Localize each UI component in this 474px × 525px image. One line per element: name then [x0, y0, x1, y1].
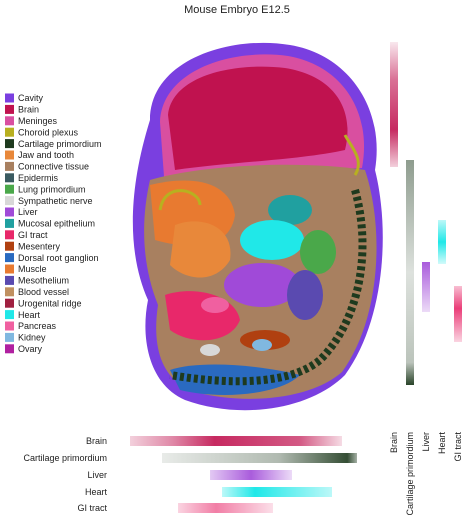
vertical-strips — [390, 42, 462, 385]
legend-label: Cartilage primordium — [18, 139, 102, 149]
legend-swatch — [5, 150, 14, 160]
legend-swatch — [5, 104, 14, 114]
legend-swatch — [5, 127, 14, 137]
legend-label: Sympathetic nerve — [18, 196, 93, 206]
legend-swatch — [5, 196, 14, 206]
legend-swatch — [5, 161, 14, 171]
legend-label: Cavity — [18, 93, 44, 103]
legend-swatch — [5, 207, 14, 217]
legend-swatch — [5, 344, 14, 354]
legend-swatch — [5, 116, 14, 126]
legend-swatch — [5, 275, 14, 285]
legend-label: Choroid plexus — [18, 127, 79, 137]
vertical-label: Brain — [389, 432, 399, 453]
legend-label: Connective tissue — [18, 162, 89, 172]
horizontal-label: Brain — [86, 436, 107, 446]
legend-label: Mesothelium — [18, 276, 69, 286]
legend-label: Heart — [18, 310, 41, 320]
legend-label: Meninges — [18, 116, 58, 126]
horizontal-strips — [130, 436, 357, 513]
legend-swatch — [5, 310, 14, 320]
vertical-labels: Brain Cartilage primordium Liver Heart GI tr… — [389, 432, 463, 516]
legend-swatch — [5, 241, 14, 251]
legend-label: Blood vessel — [18, 287, 69, 297]
vertical-label: GI tract — [453, 432, 463, 462]
legend-label: Kidney — [18, 333, 46, 343]
legend-label: Brain — [18, 105, 39, 115]
legend-swatch — [5, 264, 14, 274]
legend-label: Liver — [18, 207, 38, 217]
legend-swatch — [5, 93, 14, 103]
legend-label: Mucosal epithelium — [18, 219, 95, 229]
legend-swatch — [5, 332, 14, 342]
horizontal-label: Heart — [85, 487, 108, 497]
horizontal-label: Liver — [87, 470, 107, 480]
legend-swatch — [5, 287, 14, 297]
legend-label: Epidermis — [18, 173, 59, 183]
vertical-label: Liver — [421, 432, 431, 452]
horizontal-labels: Brain Cartilage primordium Liver Heart GI tr… — [23, 436, 107, 513]
legend-label: Lung primordium — [18, 184, 86, 194]
legend-label: Ovary — [18, 344, 43, 354]
legend-swatch — [5, 253, 14, 263]
legend-label: GI tract — [18, 230, 48, 240]
legend-label: Muscle — [18, 264, 47, 274]
legend-label: Jaw and tooth — [18, 150, 74, 160]
embryo-image — [132, 42, 383, 411]
horizontal-label: Cartilage primordium — [23, 453, 107, 463]
legend-swatch — [5, 218, 14, 228]
legend-label: Pancreas — [18, 321, 57, 331]
legend-swatch — [5, 139, 14, 149]
legend-swatch — [5, 173, 14, 183]
legend-swatch — [5, 298, 14, 308]
legend-swatch — [5, 321, 14, 331]
horizontal-label: GI tract — [77, 503, 107, 513]
legend-label: Mesentery — [18, 241, 61, 251]
vertical-label: Heart — [437, 432, 447, 455]
legend-label: Urogenital ridge — [18, 298, 82, 308]
title: Mouse Embryo E12.5 — [184, 4, 290, 16]
legend-swatch — [5, 184, 14, 194]
legend-label: Dorsal root ganglion — [18, 253, 99, 263]
vertical-label: Cartilage primordium — [405, 432, 415, 516]
legend-swatch — [5, 230, 14, 240]
